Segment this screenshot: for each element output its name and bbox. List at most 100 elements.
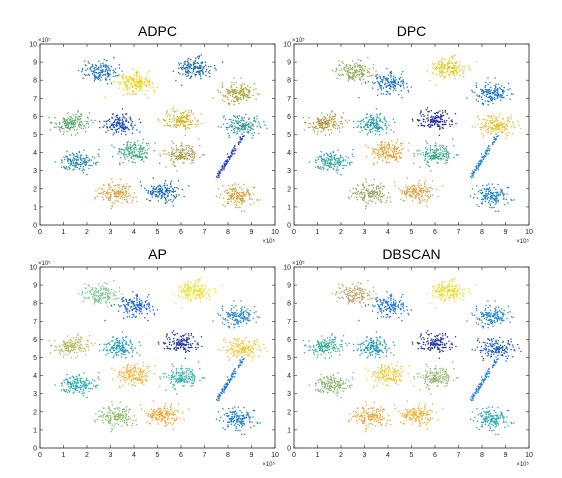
data-point [110,128,112,131]
data-point [370,116,373,119]
data-point [480,128,482,131]
data-point [238,127,241,130]
data-point [156,86,159,88]
data-point [138,75,141,77]
data-point [426,205,428,207]
data-point [139,148,142,151]
data-point [435,121,438,123]
data-point [389,71,391,74]
data-point [396,138,399,141]
data-point [163,193,166,196]
data-point [233,115,236,118]
data-point [85,120,87,123]
data-point [328,134,331,136]
data-point [367,190,369,193]
data-point [85,162,88,164]
data-point [189,66,191,68]
data-point [75,116,77,118]
data-point [494,77,496,79]
data-point [117,304,120,306]
data-point [377,80,379,83]
data-point [448,117,450,119]
data-point [252,134,254,137]
data-point [356,196,358,199]
data-point [58,122,61,124]
data-point [422,187,425,190]
data-point [493,130,495,132]
data-point [487,192,490,195]
data-point [102,293,104,295]
data-point [101,71,104,74]
data-point [251,137,253,139]
data-point [131,86,134,89]
data-point [161,186,163,188]
data-point [229,156,231,159]
data-point [478,164,480,166]
data-point [193,156,196,158]
data-point [155,194,157,196]
x-tick-label: 5 [156,452,160,459]
data-point [109,120,111,123]
data-point [434,62,436,65]
data-point [118,162,121,164]
data-point [420,122,422,125]
data-point [322,122,324,125]
data-point [125,198,128,201]
data-point [496,94,498,97]
data-point [378,130,380,133]
data-point [103,281,105,284]
data-point [157,118,160,120]
data-point [240,128,242,130]
data-point [120,304,122,307]
data-point [497,183,499,186]
data-point [57,126,60,128]
data-point [377,88,379,91]
data-point [379,85,381,88]
data-point [361,189,363,191]
data-point [385,93,387,96]
data-point [226,160,228,163]
data-point [184,128,187,131]
data-point [424,186,426,188]
data-point [130,300,132,303]
data-point [100,64,102,67]
data-point [252,125,255,127]
data-point [401,82,404,85]
data-point [122,149,124,151]
data-point [381,195,384,198]
data-point [80,127,83,129]
data-point [118,290,121,292]
data-point [100,287,102,290]
data-point [308,117,310,119]
y-tick-label: 1 [287,204,291,211]
data-point [263,120,265,123]
data-point [176,118,179,121]
data-point [492,120,495,123]
data-point [343,68,345,71]
data-point [405,82,408,85]
data-point [113,146,115,148]
data-point [106,76,109,78]
cluster-9 [308,148,354,176]
data-point [454,68,456,70]
data-point [231,122,234,124]
data-point [113,123,115,126]
data-point [459,74,461,77]
data-point [440,61,443,63]
data-point [180,151,182,153]
data-point [367,132,369,134]
data-point [355,71,358,74]
data-point [495,191,497,194]
data-point [383,147,386,150]
data-point [139,121,142,124]
data-point [106,72,109,74]
data-point [335,163,337,165]
data-point [237,143,240,146]
data-point [130,79,133,81]
data-point [205,68,208,71]
data-point [102,193,104,195]
data-point [131,201,133,204]
data-point [390,72,393,74]
data-point [485,91,488,94]
data-point [107,65,110,67]
